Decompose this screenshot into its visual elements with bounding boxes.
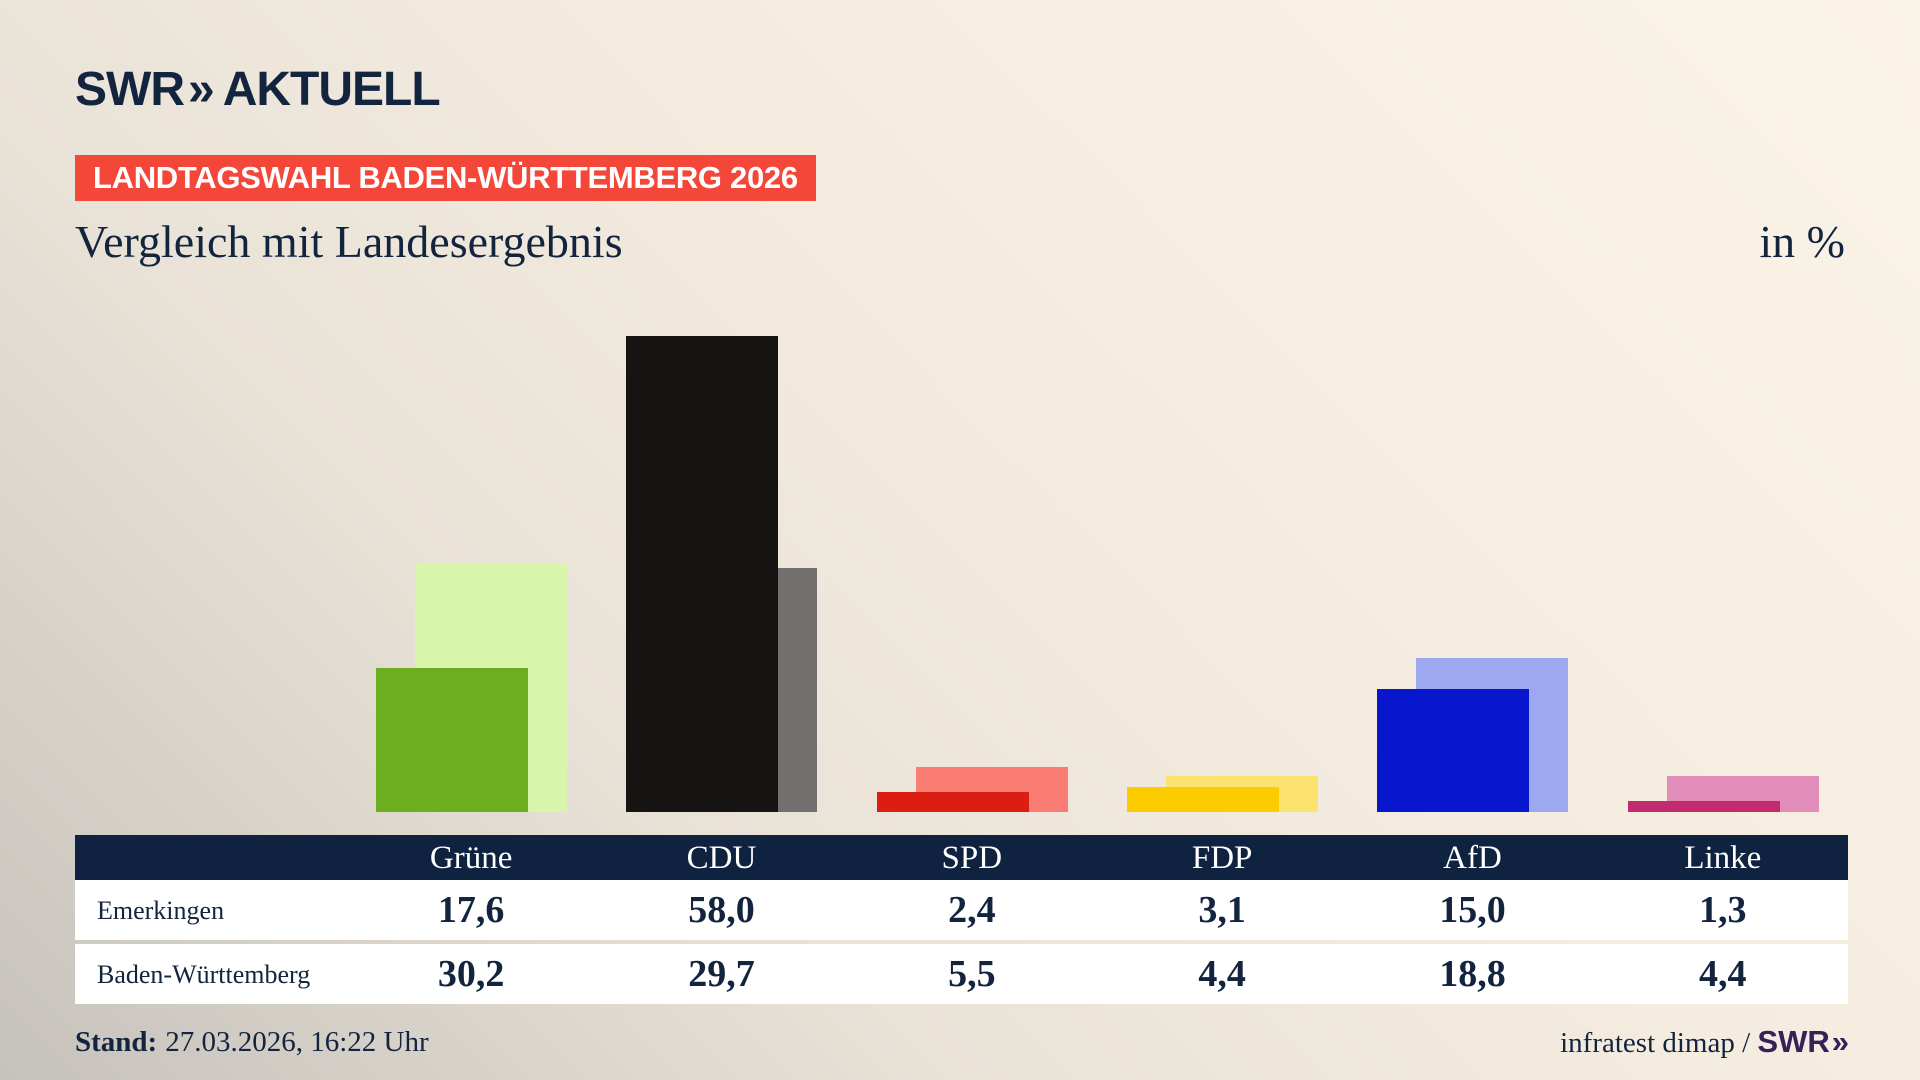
column-header-afd: AfD (1443, 840, 1502, 876)
table-header-row: Grüne CDU SPD FDP AfD Linke (75, 835, 1848, 880)
table-row-baden-wuerttemberg: Baden-Württemberg 30,2 29,7 5,5 4,4 18,8 4,4 (75, 944, 1848, 1004)
value-emerkingen-cdu: 58,0 (688, 889, 755, 931)
column-header-spd: SPD (941, 840, 1003, 876)
column-header-gruene: Grüne (429, 840, 513, 876)
value-emerkingen-linke: 1,3 (1699, 889, 1747, 931)
value-baden-wuerttemberg-afd: 18,8 (1439, 953, 1506, 995)
stand-label: Stand: (75, 1026, 158, 1058)
row-label-baden-wuerttemberg: Baden-Württemberg (97, 960, 311, 989)
column-header-fdp: FDP (1191, 840, 1253, 876)
logo-aktuell: AKTUELL (222, 63, 441, 116)
results-table: Grüne CDU SPD FDP AfD Linke Emerkingen 17,6 58,… (75, 835, 1848, 1004)
chart-bars (376, 336, 1819, 812)
value-baden-wuerttemberg-cdu: 29,7 (688, 953, 755, 995)
value-baden-wuerttemberg-fdp: 4,4 (1198, 953, 1246, 995)
value-baden-wuerttemberg-spd: 5,5 (948, 953, 996, 995)
election-badge: LANDTAGSWAHL BADEN-WÜRTTEMBERG 2026 (75, 155, 816, 201)
chart-title: Vergleich mit Landesergebnis (75, 216, 623, 267)
column-header-linke: Linke (1684, 840, 1762, 876)
results-table-body: Emerkingen 17,6 58,0 2,4 3,1 15,0 1,3 Baden-Wür… (75, 880, 1848, 1004)
source-chevrons-icon: » (1831, 1024, 1849, 1059)
value-baden-wuerttemberg-gruene: 30,2 (437, 953, 505, 995)
row-label-emerkingen: Emerkingen (97, 896, 225, 925)
stand-value: 27.03.2026, 16:22 Uhr (165, 1026, 429, 1058)
value-emerkingen-spd: 2,4 (948, 889, 996, 931)
source-swr-logo: SWR» (1757, 1024, 1849, 1059)
table-row-emerkingen: Emerkingen 17,6 58,0 2,4 3,1 15,0 1,3 (75, 880, 1848, 940)
value-baden-wuerttemberg-linke: 4,4 (1699, 953, 1747, 995)
table-header-spacer (75, 835, 346, 880)
logo-swr: SWR (75, 63, 185, 116)
bar-emerkingen-spd (877, 792, 1029, 812)
swr-aktuell-logo: SWR» AKTUELL (75, 62, 441, 117)
bar-emerkingen-afd (1377, 689, 1529, 812)
bar-emerkingen-cdu (626, 336, 778, 812)
value-emerkingen-afd: 15,0 (1439, 889, 1506, 931)
stand-note: Stand: 27.03.2026, 16:22 Uhr (75, 1022, 429, 1062)
source-credit: infratest dimap / SWR» (1560, 1022, 1849, 1063)
unit-label: in % (1759, 216, 1845, 267)
source-text: infratest dimap / (1560, 1027, 1758, 1059)
column-header-cdu: CDU (686, 840, 757, 876)
source-swr-text: SWR (1757, 1024, 1830, 1059)
bar-emerkingen-linke (1628, 801, 1780, 812)
bar-emerkingen-fdp (1127, 787, 1279, 812)
value-emerkingen-fdp: 3,1 (1198, 889, 1246, 931)
bar-emerkingen-gruene (376, 668, 528, 812)
value-emerkingen-gruene: 17,6 (437, 889, 505, 931)
